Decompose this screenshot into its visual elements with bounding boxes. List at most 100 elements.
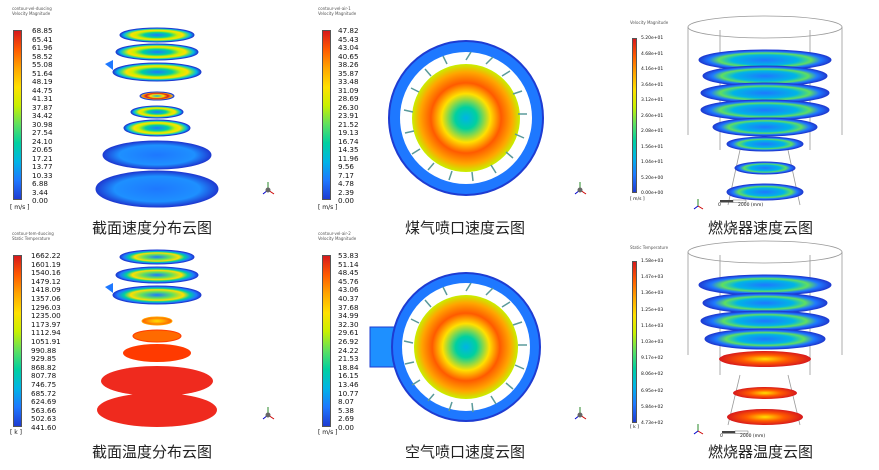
tick-label: 0.00e+00	[641, 191, 664, 196]
scale-end: 2000 (mm)	[740, 434, 766, 439]
tick-label: 929.85	[31, 354, 57, 364]
colorbar	[632, 38, 637, 193]
tick-label: 13.77	[32, 162, 53, 171]
header-line-1: Velocity Magnitude	[630, 20, 669, 25]
tick-label: 3.12e+01	[641, 98, 664, 103]
tick-label: 990.88	[31, 345, 57, 355]
tick-label: 1173.97	[31, 319, 61, 329]
tick-label: 2.39	[338, 187, 355, 197]
tick-label: 746.75	[31, 380, 57, 389]
scale-end: 2000 (mm)	[738, 203, 764, 208]
tick-label: 43.06	[338, 285, 359, 295]
tick-label: 1601.19	[31, 259, 61, 269]
legend-header: contour-vel-air-2 Velocity Magnitude	[318, 231, 356, 241]
axis-triad-icon	[574, 407, 587, 420]
tick-label: 13.46	[338, 380, 359, 389]
tick-label: 37.68	[338, 302, 359, 312]
caption: 煤气喷口速度云图	[405, 219, 526, 237]
header-line-1: Static Temperature	[630, 245, 669, 250]
legend-header: Static Temperature	[630, 245, 668, 250]
tick-label: 2.60e+01	[641, 113, 664, 119]
tick-label: 21.52	[338, 119, 359, 129]
tick-label: 68.85	[32, 26, 53, 35]
tick-label: 1.25e+03	[641, 307, 664, 313]
tick-label: 1.58e+03	[641, 259, 664, 264]
tick-label: 48.19	[32, 77, 53, 86]
tick-label: 6.88	[32, 179, 49, 188]
axis-triad-icon	[693, 199, 704, 210]
tick-label: 6.95e+02	[641, 388, 664, 394]
tick-label: 1.56e+01	[641, 144, 664, 150]
tick-label: 3.64e+01	[641, 82, 664, 88]
tick-label: 1357.06	[31, 294, 61, 303]
tick-label: 4.16e+01	[641, 67, 664, 72]
burner-temperature-graphic	[687, 240, 843, 435]
colorbar	[322, 255, 331, 427]
axis-triad-icon	[262, 407, 275, 420]
tick-label: 502.63	[31, 414, 57, 424]
tick-label: 4.68e+01	[641, 51, 664, 57]
axis-triad-icon	[262, 182, 275, 195]
scale-bar	[722, 430, 749, 434]
tick-label: 807.78	[31, 371, 57, 381]
tick-label: 48.45	[338, 268, 359, 278]
header-line-1: contour-vel-air-1	[318, 6, 351, 11]
tick-label: 65.41	[32, 34, 53, 44]
tick-label: 1.04e+01	[641, 160, 664, 165]
panel-air-nozzle-velocity: contour-vel-air-2 Velocity Magnitude 53.…	[300, 231, 600, 470]
unit-label: [ m/s ]	[10, 204, 30, 211]
tick-label: 45.76	[338, 276, 359, 286]
tick-label: 16.74	[338, 136, 359, 146]
tick-label: 45.43	[338, 34, 359, 44]
unit-label: [ k ]	[630, 425, 639, 430]
header-line-2: Static Temperature	[12, 236, 51, 241]
axis-triad-icon	[574, 182, 587, 195]
tick-label: 21.53	[338, 354, 359, 364]
tick-label: 1.36e+03	[641, 291, 664, 297]
tick-label: 24.10	[32, 136, 53, 146]
tick-label: 23.91	[338, 111, 359, 120]
tick-label: 0.00	[338, 196, 355, 205]
tick-label: 5.84e+02	[641, 404, 664, 410]
tick-label: 685.72	[31, 388, 57, 398]
legend-header: contour-tem-duocing Static Temperature	[12, 231, 54, 241]
tick-label: 34.42	[32, 111, 53, 120]
tick-label: 5.20e+00	[641, 175, 664, 181]
header-line-2: Velocity Magnitude	[318, 11, 357, 16]
tick-label: 0.00	[32, 196, 49, 205]
tick-label: 18.84	[338, 362, 359, 372]
tick-label: 624.69	[31, 397, 57, 407]
burner-velocity-graphic	[687, 15, 843, 210]
legend-header: Velocity Magnitude	[630, 20, 668, 25]
header-line-2: Velocity Magnitude	[12, 11, 51, 16]
tick-label: 1235.00	[31, 311, 61, 321]
axis-triad-icon	[693, 424, 704, 435]
tick-label: 8.06e+02	[641, 372, 664, 378]
panel-burner-temperature: Static Temperature 1.58e+03 1.47e+03 1.3…	[610, 235, 879, 470]
air-nozzle-graphic	[369, 272, 587, 422]
tick-label: 51.64	[32, 68, 53, 78]
tick-label: 1479.12	[31, 276, 61, 286]
tick-label: 40.65	[338, 51, 359, 61]
panel-section-velocity: contour-vel-duocing Velocity Magnitude 6…	[0, 0, 290, 237]
tick-label: 44.75	[32, 85, 53, 95]
tick-label: 26.92	[338, 337, 359, 346]
tick-label: 1296.03	[31, 302, 61, 312]
tick-label: 0.00	[338, 423, 355, 432]
caption: 截面温度分布云图	[92, 443, 213, 461]
unit-label: [ m/s ]	[318, 204, 338, 211]
tick-label: 5.20e+01	[641, 36, 664, 41]
tick-label: 868.82	[31, 362, 57, 372]
tick-label: 29.61	[338, 328, 359, 338]
caption: 截面速度分布云图	[92, 219, 213, 237]
header-line-2: Velocity Magnitude	[318, 236, 357, 241]
tick-label: 55.08	[32, 60, 53, 69]
colorbar	[13, 255, 22, 427]
caption: 燃烧器速度云图	[708, 219, 814, 237]
tick-label: 1051.91	[31, 337, 61, 346]
tick-label: 1.03e+03	[641, 340, 664, 345]
tick-label: 2.08e+01	[641, 129, 664, 134]
tick-label: 28.69	[338, 94, 359, 103]
tick-label: 35.87	[338, 68, 359, 78]
panel-section-temperature: contour-tem-duocing Static Temperature 1…	[0, 231, 290, 470]
